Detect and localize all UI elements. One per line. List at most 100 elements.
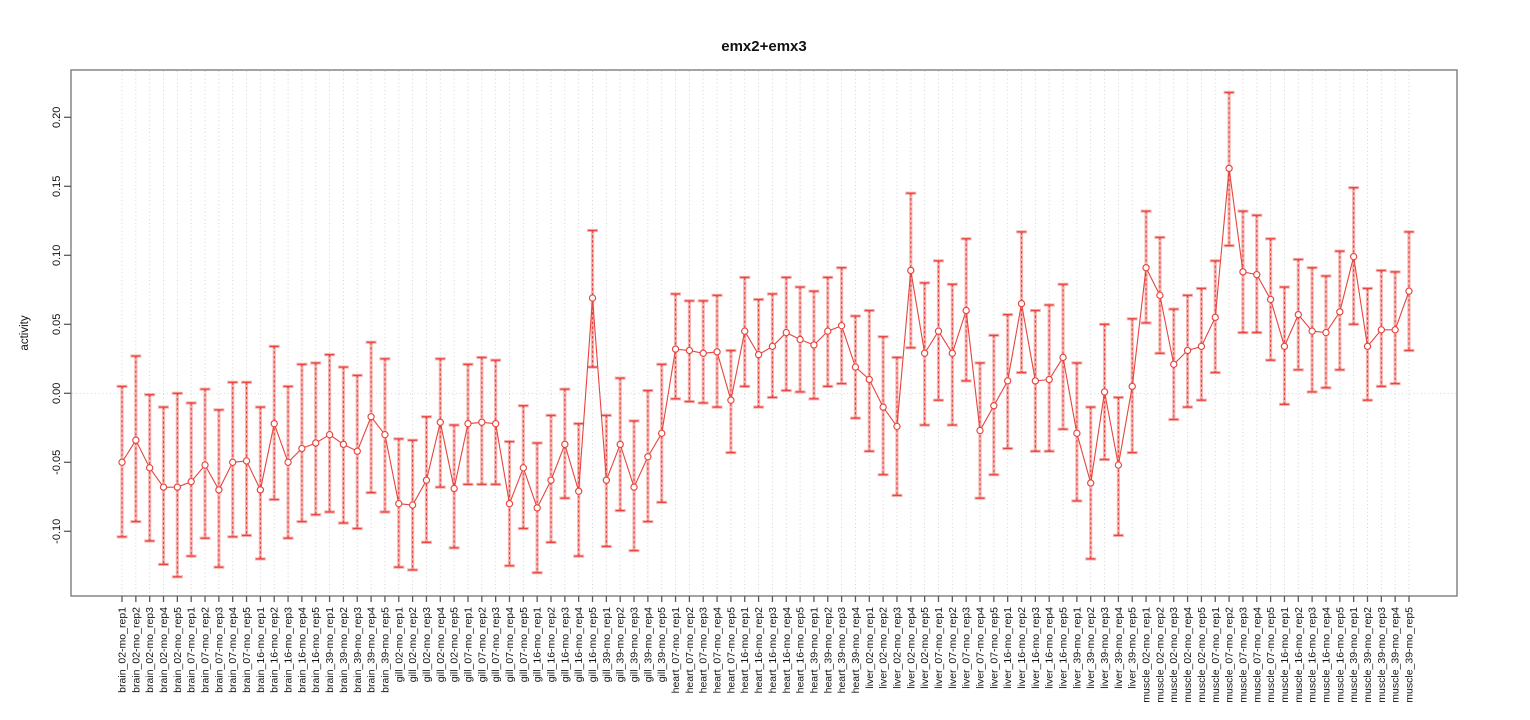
x-tick-label: brain_16-mo_rep1 bbox=[255, 607, 267, 693]
x-tick-label: liver_16-mo_rep2 bbox=[1016, 607, 1028, 689]
data-point bbox=[1253, 270, 1261, 279]
series-line bbox=[121, 168, 1410, 510]
data-point bbox=[1100, 388, 1109, 396]
data-point bbox=[436, 418, 444, 426]
data-point bbox=[505, 500, 514, 508]
data-point bbox=[187, 477, 195, 486]
x-tick-label: muscle_16-mo_rep1 bbox=[1279, 607, 1291, 703]
x-tick-label: gill_02-mo_rep3 bbox=[421, 607, 433, 682]
x-tick-label: muscle_02-mo_rep1 bbox=[1141, 607, 1153, 703]
y-tick-label: -0.05 bbox=[51, 450, 63, 475]
x-tick-label: muscle_02-mo_rep2 bbox=[1154, 607, 1166, 703]
x-tick-label: brain_39-mo_rep5 bbox=[379, 607, 391, 693]
data-point bbox=[1128, 382, 1136, 391]
data-point bbox=[1239, 268, 1247, 276]
x-tick-label: liver_02-mo_rep3 bbox=[891, 607, 903, 689]
data-point bbox=[1405, 287, 1413, 295]
x-tick-label: gill_02-mo_rep4 bbox=[435, 607, 447, 682]
x-tick-label: heart_07-mo_rep2 bbox=[684, 607, 696, 694]
chart-title: emx2+emx3 bbox=[721, 38, 807, 55]
data-point bbox=[616, 440, 624, 449]
data-point bbox=[851, 363, 860, 371]
data-point bbox=[602, 476, 611, 484]
x-tick-label: muscle_16-mo_rep3 bbox=[1307, 607, 1319, 703]
data-point bbox=[1225, 164, 1233, 173]
x-tick-label: gill_16-mo_rep3 bbox=[559, 607, 571, 682]
x-tick-label: brain_39-mo_rep1 bbox=[324, 607, 336, 693]
data-point bbox=[1156, 291, 1164, 299]
data-point bbox=[1266, 295, 1275, 304]
y-tick-label: 0.00 bbox=[51, 383, 63, 404]
x-tick-label: heart_16-mo_rep3 bbox=[767, 607, 779, 694]
data-point bbox=[491, 419, 500, 428]
data-point bbox=[907, 266, 915, 275]
data-point bbox=[353, 447, 361, 455]
data-point bbox=[1073, 429, 1081, 437]
x-tick-label: gill_16-mo_rep2 bbox=[546, 607, 558, 682]
x-tick-label: liver_39-mo_rep5 bbox=[1127, 607, 1139, 689]
data-point bbox=[1294, 310, 1302, 319]
x-tick-label: liver_07-mo_rep4 bbox=[975, 607, 987, 689]
x-tick-label: muscle_02-mo_rep4 bbox=[1182, 607, 1194, 703]
data-point bbox=[658, 429, 666, 437]
x-tick-label: muscle_07-mo_rep5 bbox=[1265, 607, 1277, 703]
x-tick-label: heart_07-mo_rep4 bbox=[712, 607, 724, 694]
x-tick-label: brain_07-mo_rep3 bbox=[213, 607, 225, 693]
data-point bbox=[395, 500, 403, 508]
y-tick-label: -0.10 bbox=[51, 519, 63, 544]
data-point bbox=[1087, 479, 1095, 487]
x-tick-label: gill_02-mo_rep1 bbox=[393, 607, 405, 682]
x-tick-label: gill_39-mo_rep1 bbox=[601, 607, 613, 682]
data-point bbox=[976, 426, 984, 435]
data-point bbox=[256, 486, 265, 494]
data-point bbox=[132, 436, 140, 444]
data-point bbox=[242, 457, 251, 465]
data-point bbox=[547, 476, 555, 484]
data-point bbox=[1211, 313, 1219, 322]
data-point bbox=[146, 464, 154, 472]
data-point bbox=[173, 483, 182, 491]
x-tick-label: gill_07-mo_rep3 bbox=[490, 607, 502, 682]
data-point bbox=[990, 402, 998, 410]
data-point bbox=[298, 444, 306, 453]
data-point bbox=[450, 484, 458, 493]
data-point bbox=[934, 327, 943, 335]
x-tick-label: liver_16-mo_rep1 bbox=[1002, 607, 1014, 689]
data-point bbox=[312, 439, 320, 447]
data-point bbox=[893, 422, 901, 431]
data-point bbox=[810, 341, 818, 349]
x-tick-label: brain_02-mo_rep5 bbox=[172, 607, 184, 693]
data-point bbox=[630, 483, 638, 491]
y-tick-label: 0.10 bbox=[51, 245, 63, 266]
data-point bbox=[837, 322, 846, 330]
data-point bbox=[671, 345, 680, 353]
data-point bbox=[561, 440, 569, 449]
data-point bbox=[727, 396, 735, 404]
x-tick-label: gill_16-mo_rep5 bbox=[587, 607, 599, 682]
x-tick-label: liver_07-mo_rep1 bbox=[933, 607, 945, 689]
data-point bbox=[1114, 461, 1123, 469]
data-point bbox=[464, 419, 472, 428]
x-tick-label: muscle_39-mo_rep1 bbox=[1348, 607, 1360, 703]
data-point bbox=[865, 375, 873, 384]
x-tick-label: gill_16-mo_rep4 bbox=[573, 607, 585, 682]
x-tick-label: muscle_07-mo_rep4 bbox=[1251, 607, 1263, 703]
data-point bbox=[519, 464, 527, 472]
x-tick-label: heart_07-mo_rep3 bbox=[698, 607, 710, 694]
data-point bbox=[229, 458, 237, 466]
plot-frame bbox=[70, 69, 1458, 597]
data-point bbox=[201, 461, 209, 469]
x-tick-label: gill_39-mo_rep3 bbox=[629, 607, 641, 682]
x-tick-label: liver_16-mo_rep3 bbox=[1030, 607, 1042, 689]
x-tick-label: gill_39-mo_rep5 bbox=[656, 607, 668, 682]
x-tick-label: muscle_16-mo_rep2 bbox=[1293, 607, 1305, 703]
data-point bbox=[1004, 377, 1012, 385]
data-point bbox=[1170, 360, 1178, 368]
data-point bbox=[422, 476, 431, 484]
data-point bbox=[325, 431, 334, 439]
x-tick-label: muscle_39-mo_rep4 bbox=[1390, 607, 1402, 703]
axes: -0.10 -0.05 0.00 0.05 0.10 0.15 0.20 brain_02-m… bbox=[51, 107, 1416, 703]
x-tick-label: gill_39-mo_rep4 bbox=[642, 607, 654, 682]
x-tick-label: heart_39-mo_rep3 bbox=[836, 607, 848, 694]
